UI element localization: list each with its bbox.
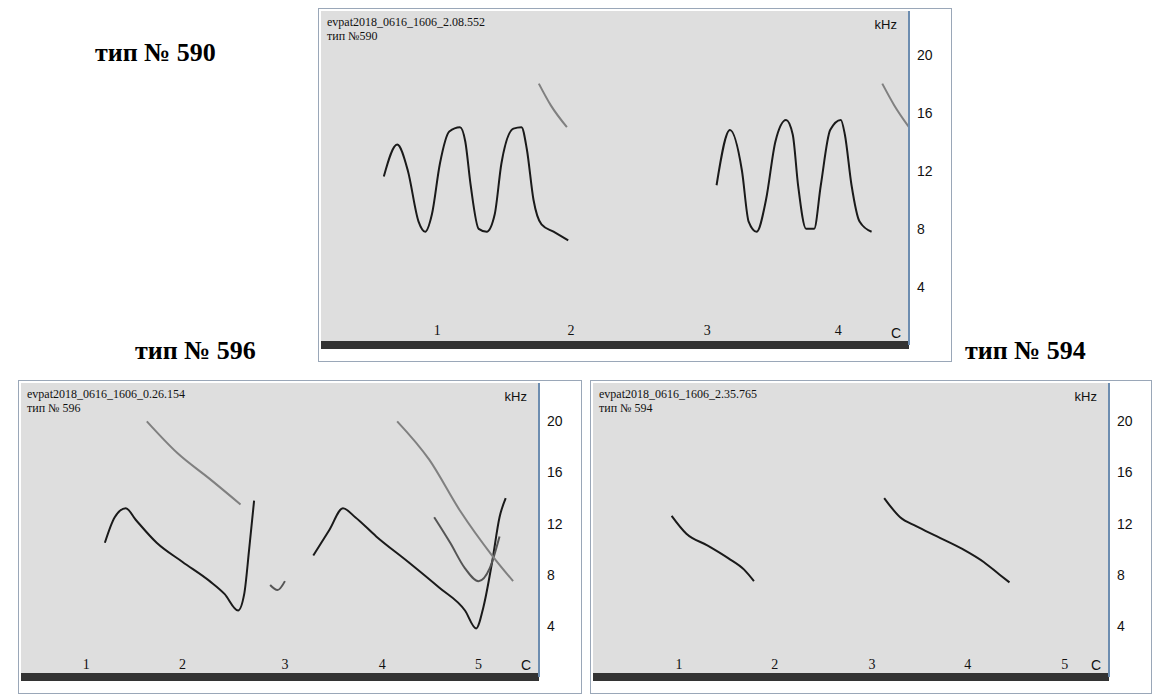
html-text:C: C <box>520 657 531 673</box>
svg-text:2: 2 <box>771 657 778 672</box>
svg-text:3: 3 <box>281 657 288 672</box>
svg-text:4: 4 <box>379 657 386 672</box>
svg-text:20: 20 <box>547 413 563 429</box>
svg-text:1: 1 <box>434 323 441 338</box>
svg-text:8: 8 <box>917 221 925 237</box>
html-text:тип №590: тип №590 <box>327 29 378 43</box>
svg-text:5: 5 <box>475 657 482 672</box>
html-text:C: C <box>1090 657 1101 673</box>
svg-text:20: 20 <box>917 47 933 63</box>
svg-text:12: 12 <box>917 163 933 179</box>
svg-text:1: 1 <box>676 657 683 672</box>
svg-text:8: 8 <box>1117 567 1125 583</box>
svg-text:2: 2 <box>179 657 186 672</box>
svg-text:3: 3 <box>868 657 875 672</box>
svg-text:12: 12 <box>547 516 563 532</box>
html-text:evpat2018_0616_1606_2.35.765: evpat2018_0616_1606_2.35.765 <box>599 387 757 401</box>
html-text:kHz: kHz <box>504 389 527 404</box>
svg-text:3: 3 <box>704 323 711 338</box>
html-text:тип № 590: тип № 590 <box>95 38 216 67</box>
svg-text:16: 16 <box>917 105 933 121</box>
svg-text:8: 8 <box>547 567 555 583</box>
svg-text:20: 20 <box>1117 413 1133 429</box>
svg-text:16: 16 <box>547 464 563 480</box>
svg-text:4: 4 <box>547 618 555 634</box>
svg-text:4: 4 <box>835 323 842 338</box>
svg-text:16: 16 <box>1117 464 1133 480</box>
svg-text:4: 4 <box>964 657 971 672</box>
svg-text:12: 12 <box>1117 516 1133 532</box>
html-text:evpat2018_0616_1606_2.08.552: evpat2018_0616_1606_2.08.552 <box>327 15 485 29</box>
html-text:тип № 594: тип № 594 <box>965 336 1086 365</box>
html-text:тип № 594: тип № 594 <box>599 401 653 415</box>
svg-text:4: 4 <box>917 279 925 295</box>
html-text:kHz: kHz <box>874 17 897 32</box>
svg-text:4: 4 <box>1117 618 1125 634</box>
svg-text:1: 1 <box>83 657 90 672</box>
html-text:evpat2018_0616_1606_0.26.154: evpat2018_0616_1606_0.26.154 <box>27 387 185 401</box>
html-text:C: C <box>890 325 901 341</box>
svg-text:5: 5 <box>1061 657 1068 672</box>
html-text:тип № 596: тип № 596 <box>135 336 256 365</box>
svg-text:2: 2 <box>567 323 574 338</box>
html-text:тип № 596: тип № 596 <box>27 401 81 415</box>
html-text:kHz: kHz <box>1074 389 1097 404</box>
